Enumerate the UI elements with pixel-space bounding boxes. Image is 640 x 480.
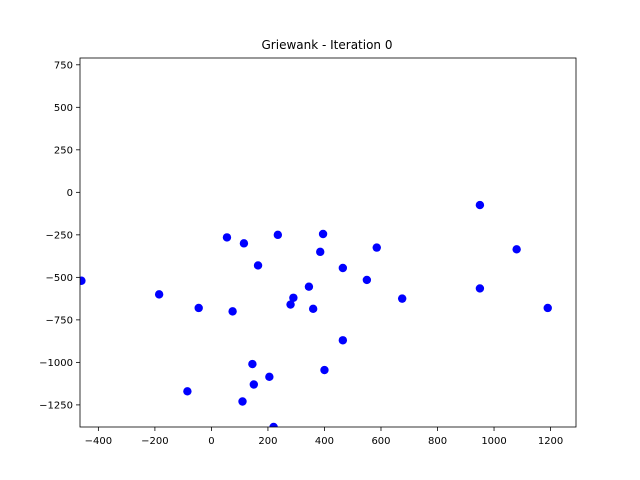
data-point xyxy=(320,365,329,375)
x-tick-label: −400 xyxy=(85,436,112,447)
data-point xyxy=(372,243,381,252)
data-point xyxy=(475,200,485,210)
y-tick-label: −500 xyxy=(46,273,73,284)
x-tick-label: 600 xyxy=(371,436,390,447)
x-tick-label: 0 xyxy=(208,436,214,447)
data-point xyxy=(475,284,485,293)
data-point xyxy=(338,336,348,345)
data-point xyxy=(512,245,521,254)
x-tick-label: 400 xyxy=(315,436,334,447)
y-tick-label: −1000 xyxy=(39,358,73,369)
x-axis: −400 −200 0 200 400 600 800 1000 1200 xyxy=(85,427,563,447)
data-point xyxy=(338,263,348,273)
data-point xyxy=(316,247,325,257)
y-tick-label: 0 xyxy=(67,188,73,199)
data-point xyxy=(222,233,232,242)
data-point xyxy=(273,230,283,240)
data-point xyxy=(318,229,328,239)
data-point xyxy=(265,372,274,382)
y-axis: 750 500 250 0 −250 −500 −750 −1000 −1250 xyxy=(39,60,80,411)
y-tick-label: −1250 xyxy=(39,400,73,411)
data-point xyxy=(239,239,249,248)
chart-title: Griewank - Iteration 0 xyxy=(262,38,393,52)
plot-area xyxy=(80,200,552,427)
data-point xyxy=(397,294,407,303)
y-tick-label: −750 xyxy=(46,315,73,326)
y-tick-label: −250 xyxy=(46,230,73,241)
data-point xyxy=(304,282,314,291)
plot-frame xyxy=(79,57,577,428)
data-point xyxy=(249,380,259,389)
data-point xyxy=(194,303,203,313)
data-point xyxy=(80,276,86,285)
y-tick-label: 750 xyxy=(54,60,73,71)
data-point xyxy=(289,293,298,302)
y-tick-label: 500 xyxy=(54,103,73,114)
data-point xyxy=(269,422,278,427)
data-point xyxy=(238,397,247,406)
data-point xyxy=(154,290,164,299)
x-tick-label: 200 xyxy=(258,436,277,447)
data-point xyxy=(362,275,372,285)
y-tick-label: 250 xyxy=(54,145,73,156)
data-point xyxy=(183,387,192,396)
data-point xyxy=(308,304,318,314)
x-tick-label: 1200 xyxy=(538,436,563,447)
data-point xyxy=(228,307,237,316)
data-point xyxy=(248,359,257,369)
x-tick-label: −200 xyxy=(141,436,168,447)
x-tick-label: 1000 xyxy=(481,436,506,447)
data-point xyxy=(253,261,263,270)
data-point xyxy=(286,300,295,309)
x-tick-label: 800 xyxy=(428,436,447,447)
data-point xyxy=(543,303,552,313)
